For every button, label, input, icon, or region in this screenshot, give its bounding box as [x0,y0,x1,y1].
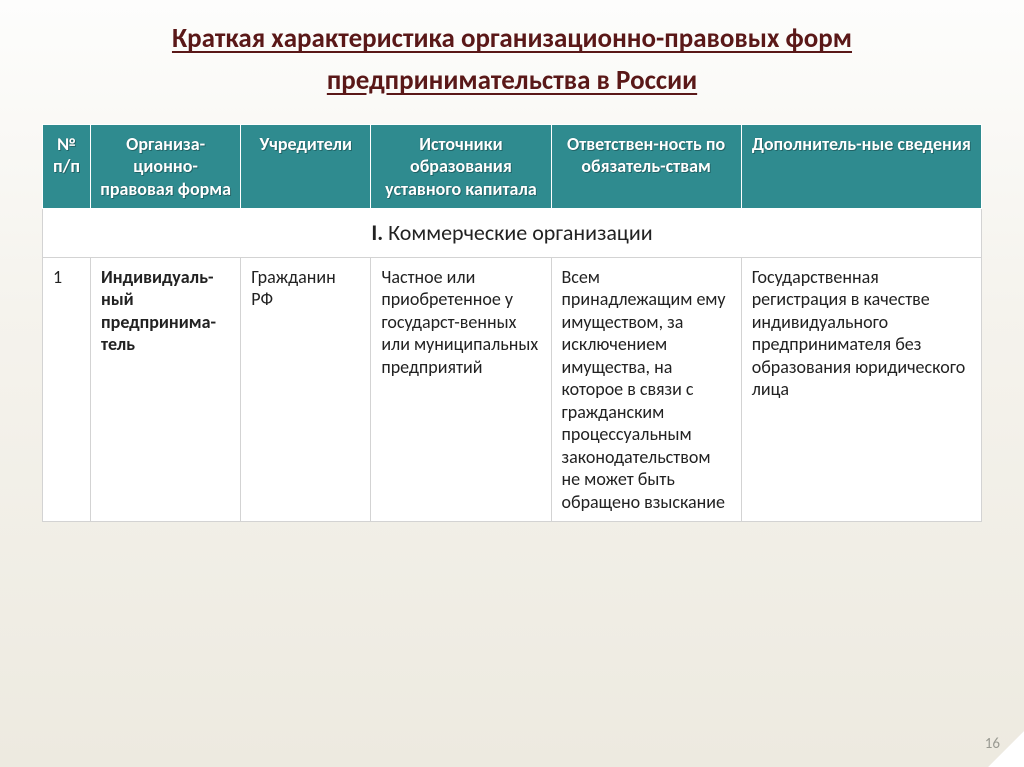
cell-num: 1 [43,257,91,522]
title-line-1: Краткая характеристика организационно-пр… [172,22,852,55]
section-row: I. Коммерческие организации [43,209,982,258]
col-header-liability: Ответствен-ность по обязатель-ствам [551,124,741,209]
cell-form: Индивидуаль-ный предпринима-тель [91,257,241,522]
cell-additional: Государственная регистрация в качестве и… [741,257,981,522]
col-header-additional: Дополнитель-ные сведения [741,124,981,209]
table-row: 1 Индивидуаль-ный предпринима-тель Гражд… [43,257,982,522]
title-line-2: предпринимательства в России [327,64,697,97]
col-header-sources: Источники образования уставного капитала [371,124,551,209]
section-prefix: I. [371,219,383,246]
legal-forms-table: № п/п Организа-ционно-правовая форма Учр… [42,124,982,523]
section-title: Коммерческие организации [383,219,652,246]
cell-sources: Частное или приобретенное у государст-ве… [371,257,551,522]
page-corner-fold [988,731,1024,767]
cell-founders: Гражданин РФ [241,257,371,522]
col-header-form: Организа-ционно-правовая форма [91,124,241,209]
header-row: № п/п Организа-ционно-правовая форма Учр… [43,124,982,209]
slide-title: Краткая характеристика организационно-пр… [42,18,982,102]
section-cell: I. Коммерческие организации [43,209,982,258]
col-header-num: № п/п [43,124,91,209]
cell-liability: Всем принадлежащим ему имуществом, за ис… [551,257,741,522]
col-header-founders: Учредители [241,124,371,209]
